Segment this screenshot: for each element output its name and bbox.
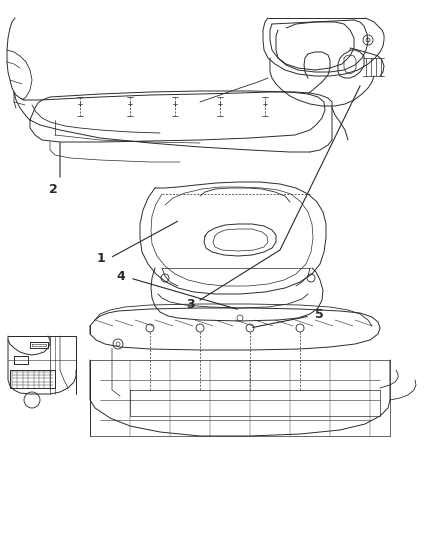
Text: 2: 2 <box>49 183 58 196</box>
Text: 5: 5 <box>315 308 324 320</box>
Text: 4: 4 <box>116 270 125 282</box>
Text: 3: 3 <box>187 297 195 311</box>
Text: 1: 1 <box>96 252 105 264</box>
